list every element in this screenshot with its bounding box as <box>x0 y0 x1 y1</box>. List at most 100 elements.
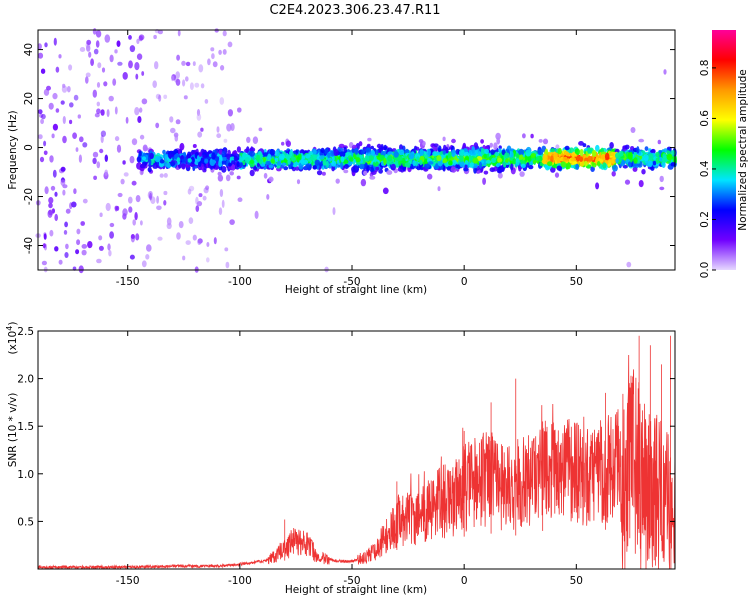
heatmap-cell <box>134 62 140 71</box>
heatmap-cell <box>169 116 174 123</box>
spectrogram-x-tick: -50 <box>343 30 361 288</box>
heatmap-cell <box>532 159 537 164</box>
heatmap-cell <box>349 157 354 162</box>
heatmap-cell <box>650 148 656 154</box>
spectrogram-x-tick-label: -100 <box>228 276 252 288</box>
heatmap-cell <box>286 155 291 159</box>
heatmap-cell <box>73 94 79 101</box>
snr-x-tick: 0 <box>461 331 468 587</box>
snr-panel: -150 -100 -50 0 50 0.5 1.0 1.5 2.0 2.5 Height of… <box>5 322 676 596</box>
spectrogram-y-tick-label: 0 <box>23 144 35 151</box>
heatmap-cell <box>360 150 366 155</box>
heatmap-cell <box>81 244 88 249</box>
heatmap-cell <box>239 162 243 167</box>
heatmap-cell <box>145 253 150 260</box>
heatmap-cell <box>181 60 186 66</box>
snr-y-axis: 0.5 1.0 1.5 2.0 2.5 <box>17 326 675 528</box>
heatmap-cell <box>139 107 143 113</box>
heatmap-cell <box>73 188 77 195</box>
heatmap-cell <box>327 152 331 159</box>
heatmap-cell <box>159 159 165 164</box>
heatmap-cell <box>129 254 135 260</box>
heatmap-cell <box>217 171 222 176</box>
spectrogram-y-tick: 0 <box>23 144 675 151</box>
heatmap-cell <box>655 157 660 165</box>
heatmap-cell <box>520 163 526 168</box>
heatmap-cell <box>65 208 71 214</box>
heatmap-cell <box>560 161 567 168</box>
heatmap-cell <box>291 156 296 162</box>
heatmap-cell <box>579 148 584 157</box>
heatmap-cell <box>135 233 140 241</box>
heatmap-cell <box>49 155 54 163</box>
heatmap-cell <box>41 260 48 266</box>
heatmap-cell <box>198 193 203 198</box>
heatmap-cell <box>187 151 191 159</box>
heatmap-cell <box>95 40 100 48</box>
heatmap-cell <box>154 155 161 163</box>
spectrogram-x-tick-label: 50 <box>570 276 583 288</box>
heatmap-cell <box>579 156 584 162</box>
heatmap-cell <box>295 166 300 171</box>
heatmap-cell <box>575 163 580 170</box>
heatmap-cell <box>204 99 209 104</box>
heatmap-cell <box>156 205 162 211</box>
spectrogram-y-tick-label: 40 <box>23 43 35 56</box>
heatmap-cell <box>565 161 571 170</box>
colorbar-tick-label: 0.6 <box>699 110 711 127</box>
heatmap-cell <box>609 142 614 149</box>
heatmap-cell <box>245 156 250 164</box>
heatmap-cell <box>182 79 186 87</box>
heatmap-cell <box>55 66 60 73</box>
heatmap-cell <box>296 179 301 185</box>
heatmap-cell <box>104 34 111 43</box>
heatmap-cell <box>69 102 74 108</box>
heatmap-cell <box>489 142 493 148</box>
heatmap-cell <box>254 210 259 219</box>
heatmap-cell <box>615 152 621 159</box>
heatmap-cell <box>228 162 232 167</box>
snr-x-tick-label: -50 <box>343 575 360 587</box>
spectrogram-x-label: Height of straight line (km) <box>285 284 427 296</box>
heatmap-cell <box>630 127 636 133</box>
heatmap-cell <box>451 149 456 157</box>
heatmap-cell <box>100 109 105 116</box>
heatmap-cell <box>190 156 195 165</box>
heatmap-cell <box>48 202 53 209</box>
heatmap-cell <box>325 160 329 169</box>
heatmap-cell <box>100 134 104 144</box>
heatmap-cell <box>502 161 507 168</box>
heatmap-cell <box>128 60 133 69</box>
heatmap-cell <box>436 155 442 162</box>
heatmap-cell <box>386 170 393 175</box>
heatmap-cell <box>176 157 181 163</box>
heatmap-cell <box>180 163 186 170</box>
heatmap-cell <box>373 155 377 163</box>
heatmap-cell <box>227 109 233 117</box>
heatmap-cell <box>416 166 421 171</box>
spectrogram-y-tick-label: 20 <box>23 92 35 105</box>
heatmap-cell <box>163 94 168 100</box>
heatmap-cell <box>590 166 595 173</box>
heatmap-cell <box>252 165 258 171</box>
heatmap-cell <box>595 182 600 190</box>
heatmap-cell <box>478 161 483 169</box>
heatmap-cell <box>659 175 664 183</box>
heatmap-cell <box>638 180 644 188</box>
heatmap-cell <box>128 196 133 204</box>
heatmap-cell <box>68 64 73 71</box>
heatmap-cell <box>283 158 287 164</box>
heatmap-cell <box>185 61 191 67</box>
heatmap-cell <box>390 163 396 171</box>
heatmap-cell <box>129 45 136 53</box>
heatmap-cell <box>611 171 616 177</box>
heatmap-cell <box>220 65 225 71</box>
heatmap-cell <box>51 133 55 139</box>
heatmap-cell <box>225 174 231 182</box>
heatmap-cell <box>48 102 54 110</box>
heatmap-cell <box>661 161 666 168</box>
heatmap-cell <box>483 170 489 175</box>
heatmap-cell <box>96 101 101 107</box>
heatmap-cell <box>215 156 220 162</box>
heatmap-cell <box>270 158 275 164</box>
